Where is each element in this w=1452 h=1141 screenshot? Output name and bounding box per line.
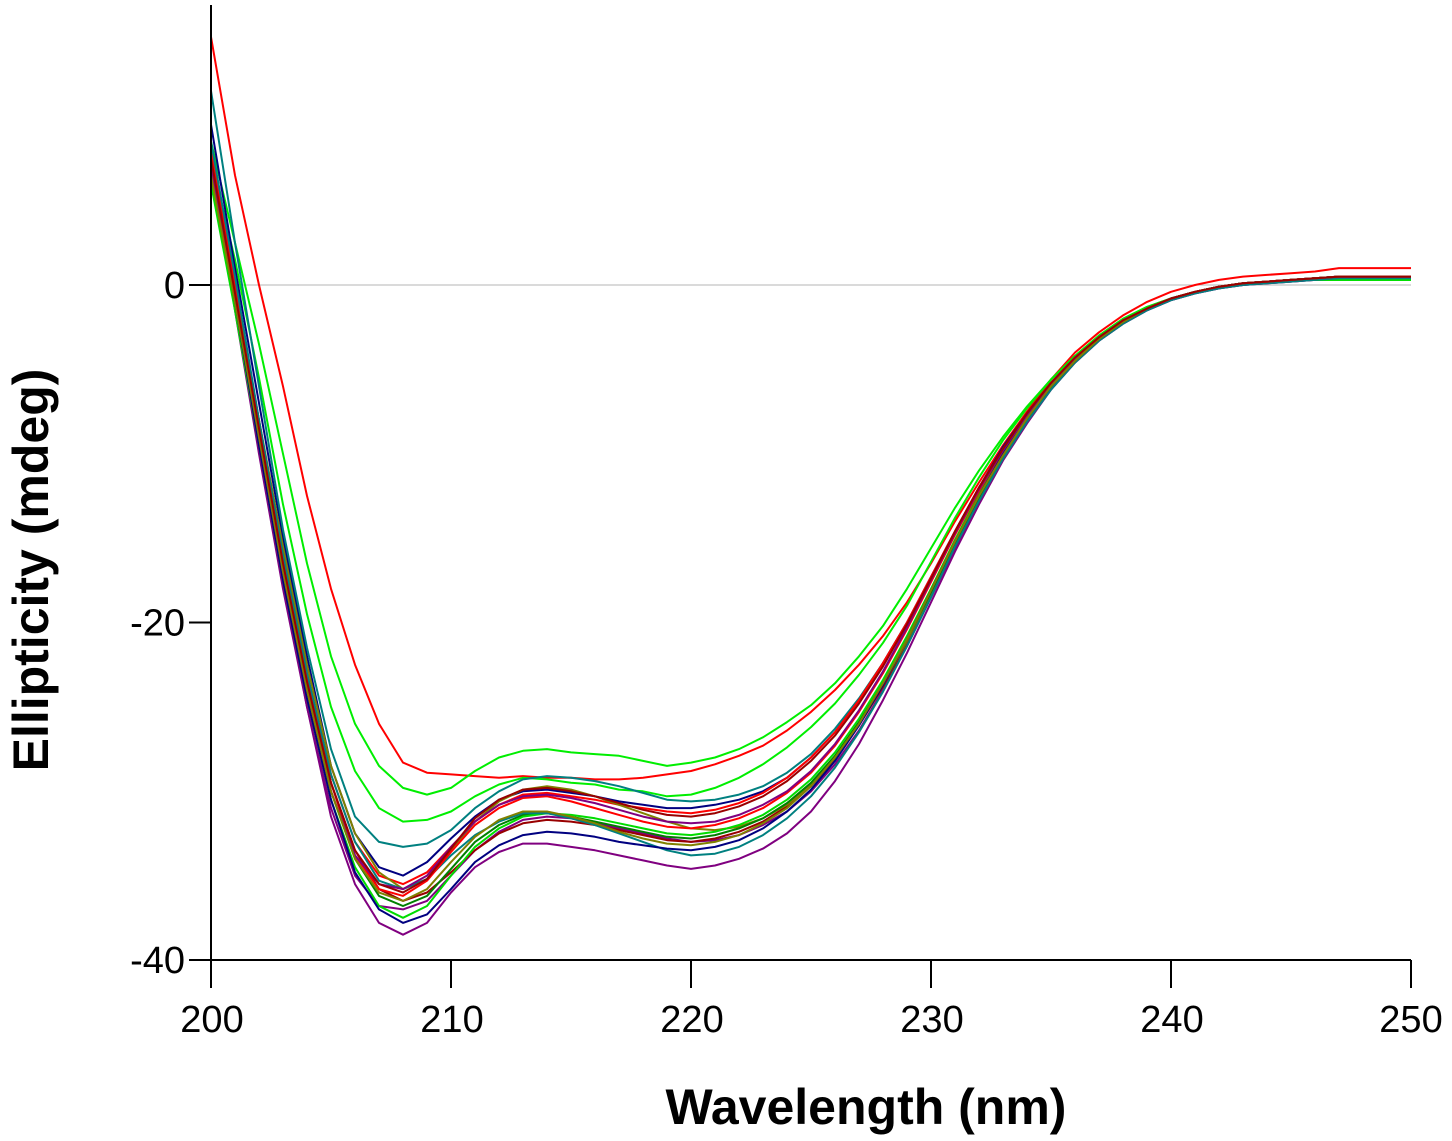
series-line-green-bright-3 [210, 183, 1411, 919]
series-line-red-outlier [210, 36, 1411, 781]
x-tick-label: 230 [900, 999, 963, 1041]
axes-group: 200 210 220 230 240 250 0 -20 -40 [130, 5, 1443, 1041]
series-line-teal-1 [210, 90, 1411, 848]
y-tick-label: 0 [164, 265, 185, 307]
series-line-navy-1 [210, 124, 1411, 877]
series-line-purple-3 [210, 166, 1411, 891]
x-axis-title: Wavelength (nm) [666, 1079, 1067, 1135]
series-line-navy-2 [210, 166, 1411, 924]
y-axis-title: Ellipticity (mdeg) [3, 369, 59, 772]
series-line-green-upper [210, 141, 1411, 796]
x-tick-label: 200 [180, 999, 243, 1041]
series-line-olive-1 [210, 166, 1411, 891]
x-tick-label: 210 [420, 999, 483, 1041]
series-group [210, 36, 1411, 936]
series-line-green-second [210, 158, 1411, 823]
series-line-darkred-2 [210, 158, 1411, 894]
series-line-purple-1 [210, 149, 1411, 936]
y-tick-label: -40 [130, 940, 185, 982]
y-tick-label: -20 [130, 603, 185, 645]
x-tick-label: 240 [1140, 999, 1203, 1041]
x-tick-label: 220 [660, 999, 723, 1041]
x-tick-label: 250 [1379, 999, 1442, 1041]
